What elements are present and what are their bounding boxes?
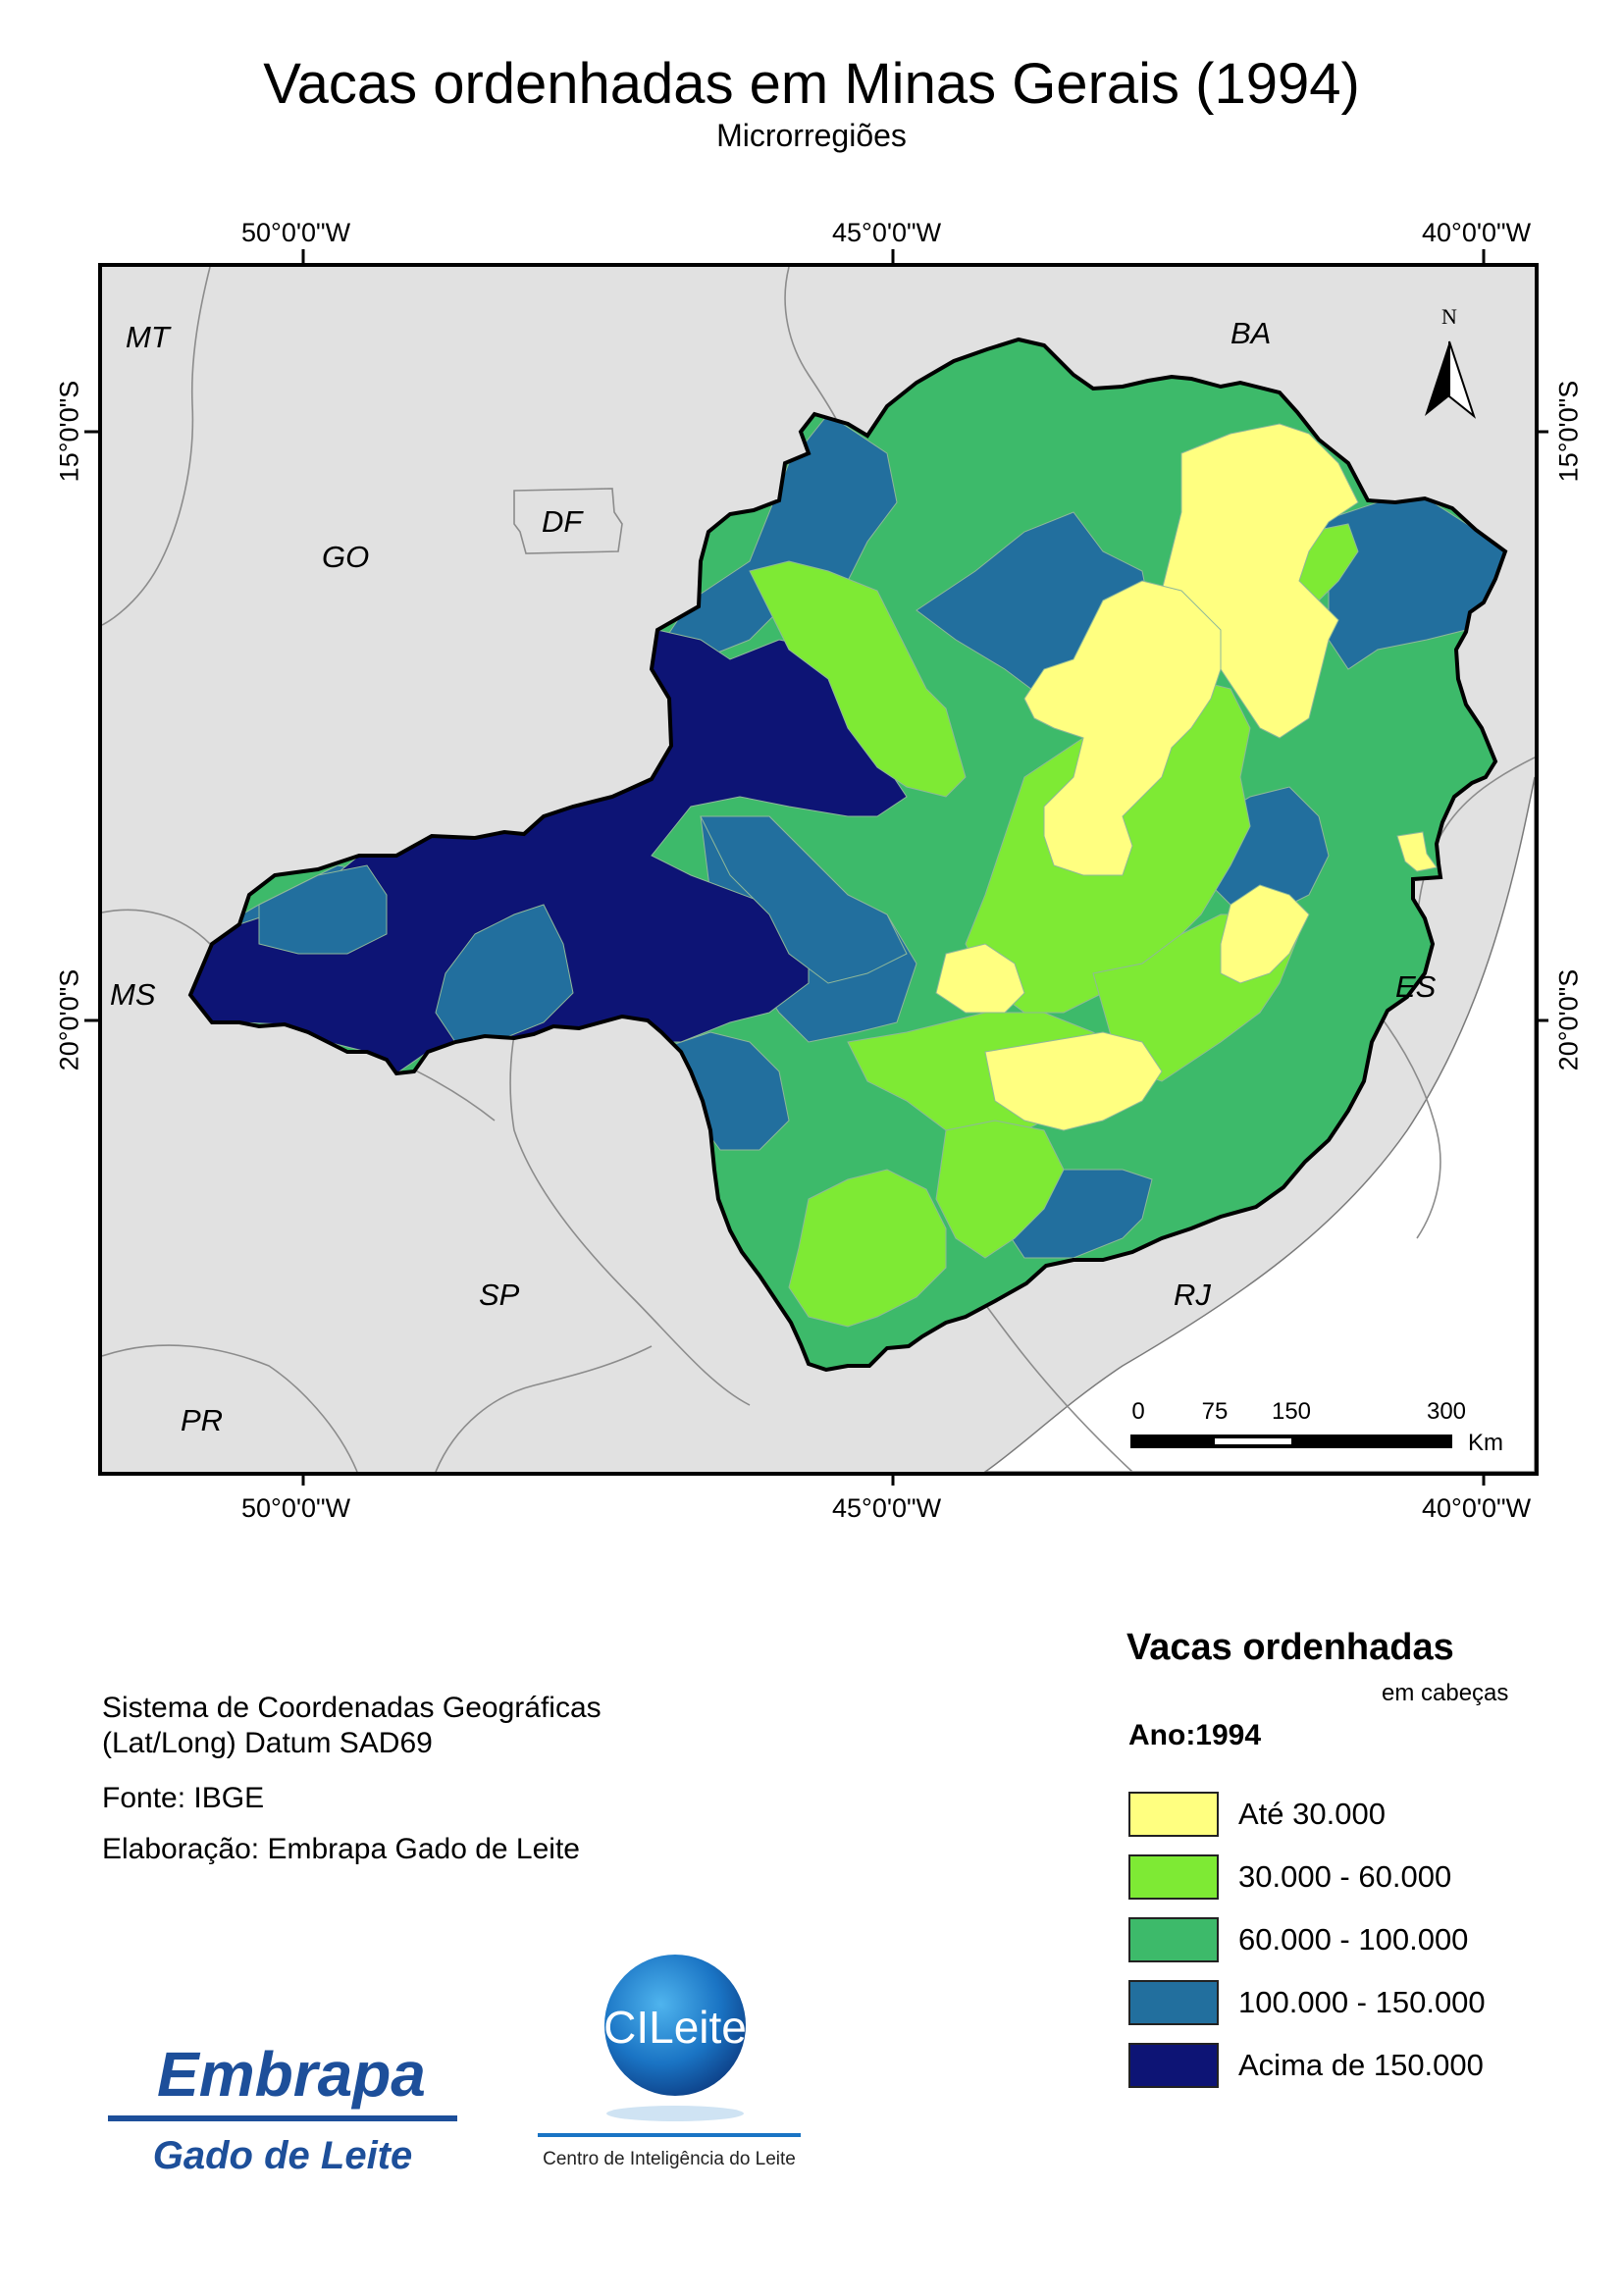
microregion-class-under-30k [1220,884,1310,984]
legend-label: Acima de 150.000 [1238,2048,1484,2082]
microregion-class-100-150k [700,815,908,984]
ocean [983,776,1535,1472]
state-label-sp: SP [479,1278,520,1312]
cileite-logo: CILeite Centro de Inteligência do Leite [530,1949,805,2174]
bottom-lon-label-40w: 40°0'0"W [1422,1493,1532,1523]
author-text: Elaboração: Embrapa Gado de Leite [102,1833,580,1865]
legend-swatch-60-100k [1128,1917,1219,1962]
legend-subtitle: em cabeças [1382,1680,1509,1706]
legend-label: Até 30.000 [1238,1797,1386,1831]
scale-tick-75: 75 [1202,1398,1229,1425]
legend-item: 30.000 - 60.000 [1128,1854,1486,1900]
top-lon-label-40w: 40°0'0"W [1422,218,1532,247]
microregion-class-100-150k [258,864,388,955]
microregion-class-under-30k [1023,580,1222,876]
top-lon-label-45w: 45°0'0"W [832,218,942,247]
map-title: Vacas ordenhadas em Minas Gerais (1994) [263,52,1360,116]
state-label-df: DF [542,504,584,539]
cileite-globe-icon [604,1955,746,2096]
cileite-tagline: Centro de Inteligência do Leite [543,2149,796,2169]
state-label-rj: RJ [1174,1278,1211,1312]
source-text: Fonte: IBGE [102,1782,265,1814]
legend-swatch-100-150k [1128,1980,1219,2025]
coord-system-line-2: (Lat/Long) Datum SAD69 [102,1727,433,1759]
microregion-class-under-30k [984,1031,1163,1131]
legend-swatch-under-30k [1128,1792,1219,1837]
scale-bar: 0 75 150 300 Km [1130,1398,1503,1456]
legend-label: 100.000 - 150.000 [1238,1985,1486,2019]
legend-year: Ano:1994 [1128,1719,1262,1751]
microregion-class-100-150k [651,413,898,660]
state-label-ms: MS [110,977,156,1012]
bottom-lon-label-45w: 45°0'0"W [832,1493,942,1523]
legend-item: 100.000 - 150.000 [1128,1980,1486,2025]
microregion-class-under-30k [1396,831,1438,872]
legend-title: Vacas ordenhadas [1126,1627,1454,1668]
state-label-pr: PR [181,1403,223,1437]
north-arrow: N [1425,304,1477,419]
cileite-wordmark: CILeite [603,2002,747,2053]
legend-label: 30.000 - 60.000 [1238,1859,1452,1894]
legend-item: Até 30.000 [1128,1792,1486,1837]
embrapa-unit: Gado de Leite [153,2134,413,2177]
legend-items: Até 30.000 30.000 - 60.000 60.000 - 100.… [1128,1792,1486,2088]
embrapa-wordmark: Embrapa [157,2039,426,2110]
state-label-go: GO [322,540,369,574]
bottom-lon-label-50w: 50°0'0"W [241,1493,351,1523]
map-canvas[interactable]: MT BA GO DF MS ES SP RJ PR N 0 75 150 30… [102,267,1535,1472]
legend-swatch-30-60k [1128,1854,1219,1900]
microregion-class-30-60k [749,560,967,798]
microregion-class-100-150k [435,904,574,1043]
microregion-class-30-60k [788,1169,947,1328]
legend-swatch-over-150k [1128,2043,1219,2088]
legend-label: 60.000 - 100.000 [1238,1922,1469,1957]
north-arrow-label: N [1441,304,1457,329]
scale-tick-300: 300 [1427,1398,1466,1425]
legend-item: Acima de 150.000 [1128,2043,1486,2088]
microregion-class-30-60k [935,1120,1065,1259]
scale-tick-150: 150 [1272,1398,1311,1425]
state-label-mt: MT [126,320,172,354]
state-label-ba: BA [1230,316,1271,350]
map-subtitle: Microrregiões [716,118,907,153]
embrapa-logo: Embrapa Gado de Leite [108,2013,457,2190]
scale-unit: Km [1468,1430,1503,1456]
microregion-class-under-30k [935,943,1025,1014]
df-boundary [513,488,623,554]
map-frame[interactable]: MT BA GO DF MS ES SP RJ PR N 0 75 150 30… [98,263,1539,1476]
state-label-es: ES [1395,969,1437,1004]
coord-system-line-1: Sistema de Coordenadas Geográficas [102,1692,602,1724]
scale-tick-0: 0 [1131,1398,1144,1425]
top-lon-label-50w: 50°0'0"W [241,218,351,247]
legend-item: 60.000 - 100.000 [1128,1917,1486,1962]
graticule-ticks [84,249,1548,1486]
